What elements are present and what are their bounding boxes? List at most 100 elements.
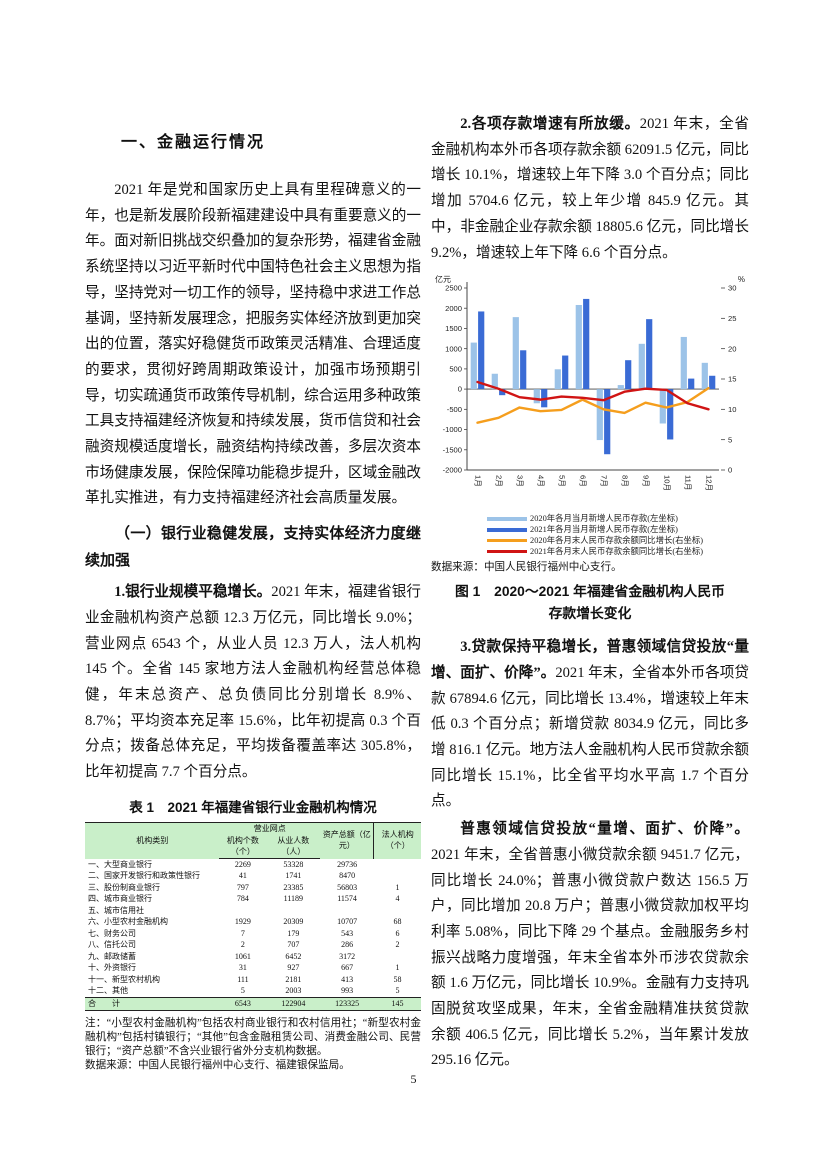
legend-item: 2021年各月当月新增人民币存款(左坐标) bbox=[487, 524, 749, 535]
svg-text:12月: 12月 bbox=[705, 475, 714, 491]
cell-value bbox=[266, 905, 320, 917]
cell-value: 1929 bbox=[234, 917, 251, 927]
figure-source: 数据来源：中国人民银行福州中心支行。 bbox=[431, 562, 622, 574]
paragraph-rest: 2021 年末，全省普惠小微贷款余额 9451.7 亿元，同比增长 24.0%；… bbox=[431, 846, 749, 1069]
cell-institution-type: 合 计 bbox=[85, 997, 220, 1011]
cell-value: 53328 bbox=[283, 859, 304, 869]
table-caption: 表 1 2021 年福建省银行业金融机构情况 bbox=[129, 799, 377, 815]
legend-swatch bbox=[487, 550, 527, 554]
table-row: 五、城市信用社 bbox=[85, 905, 421, 917]
cell-value: 20309 bbox=[283, 917, 304, 927]
svg-text:-1000: -1000 bbox=[443, 425, 462, 434]
legend-swatch bbox=[487, 516, 527, 521]
table-note: 注：“小型农村金融机构”包括农村商业银行和农村信用社；“新型农村金融机构”包括村… bbox=[85, 1017, 421, 1058]
legend-item: 2021年各月末人民币存款余额同比增长(右坐标) bbox=[487, 546, 749, 557]
svg-text:1500: 1500 bbox=[445, 324, 462, 333]
cell-value: 1 bbox=[395, 963, 400, 973]
cell-value: 41 bbox=[238, 871, 247, 881]
table-row: 三、股份制商业银行 797 23385 56803 1 bbox=[85, 882, 421, 894]
paragraph-rest: 2021 年末，全省金融机构本外币各项存款余额 62091.5 亿元，同比增长 … bbox=[431, 116, 749, 261]
paragraph-lead: 3.贷款保持平稳增长，普惠领域信贷投放“量增、面扩、价降”。 bbox=[431, 639, 749, 681]
svg-text:2月: 2月 bbox=[495, 475, 504, 487]
svg-text:15: 15 bbox=[728, 375, 736, 384]
legend-item: 2020年各月当月新增人民币存款(左坐标) bbox=[487, 513, 749, 524]
cell-value: 11574 bbox=[337, 894, 357, 904]
svg-text:6月: 6月 bbox=[579, 475, 588, 487]
subsection-title: （一）银行业稳健发展，支持实体经济力度继续加强 bbox=[85, 525, 421, 570]
header-outlet-count: 机构个数（个） bbox=[219, 835, 267, 860]
svg-text:11月: 11月 bbox=[684, 475, 693, 490]
table-row: 七、财务公司 7 179 543 6 bbox=[85, 928, 421, 940]
cell-institution-type: 十、外资银行 bbox=[88, 963, 136, 973]
cell-institution-type: 五、城市信用社 bbox=[88, 905, 144, 915]
table-source: 数据来源：中国人民银行福州中心支行、福建银保监局。 bbox=[85, 1060, 350, 1072]
cell-value: 6 bbox=[395, 928, 400, 938]
cell-value: 56803 bbox=[337, 882, 358, 892]
cell-value: 3172 bbox=[339, 951, 356, 961]
cell-institution-type: 十二、其他 bbox=[88, 986, 128, 996]
cell-value: 2269 bbox=[234, 859, 251, 869]
cell-value: 2181 bbox=[285, 974, 302, 984]
paragraph-overview: 2021 年是党和国家历史上具有里程碑意义的一年，也是新发展阶段新福建建设中具有… bbox=[85, 182, 421, 507]
svg-text:30: 30 bbox=[728, 284, 736, 293]
cell-value: 667 bbox=[341, 963, 354, 973]
svg-text:10: 10 bbox=[728, 405, 736, 414]
table-row: 八、信托公司 2 707 286 2 bbox=[85, 940, 421, 952]
cell-value: 179 bbox=[287, 928, 300, 938]
cell-institution-type: 八、信托公司 bbox=[88, 940, 136, 950]
header-institution-type: 机构类别 bbox=[85, 822, 220, 859]
cell-value: 4 bbox=[395, 894, 400, 904]
chart-canvas: 2500 2000 1500 1000 500 0 -500 -1000 -1500 -2000 3… bbox=[435, 274, 745, 491]
legend-label: 2021年各月当月新增人民币存款(左坐标) bbox=[530, 524, 678, 534]
legend-swatch bbox=[487, 527, 527, 532]
svg-text:亿元: 亿元 bbox=[435, 274, 451, 284]
cell-value: 707 bbox=[287, 940, 300, 950]
cell-value: 145 bbox=[373, 997, 421, 1011]
left-column: 一、金融运行情况 2021 年是党和国家历史上具有里程碑意义的一年，也是新发展阶… bbox=[85, 128, 421, 1074]
institutions-table: 机构类别 营业网点 资产总额（亿元） 法人机构（个） 机构个数（个） 从业人数（… bbox=[85, 821, 421, 1011]
cell-value: 2 bbox=[240, 940, 245, 950]
paragraph-deposits: 2.各项存款增速有所放缓。2021 年末，全省金融机构本外币各项存款余额 620… bbox=[431, 112, 749, 266]
cell-value bbox=[374, 951, 421, 963]
header-total-assets: 资产总额（亿元） bbox=[320, 822, 374, 859]
cell-value: 29736 bbox=[337, 859, 358, 869]
table-row: 六、小型农村金融机构 1929 20309 10707 68 bbox=[85, 917, 421, 929]
header-group-outlets: 营业网点 bbox=[219, 822, 321, 836]
cell-value: 797 bbox=[236, 882, 249, 892]
cell-value: 7 bbox=[240, 928, 245, 938]
table-row: 十一、新型农村机构 111 2181 413 58 bbox=[85, 974, 421, 986]
table-row: 十二、其他 5 2003 993 5 bbox=[85, 986, 421, 998]
cell-value: 784 bbox=[236, 894, 249, 904]
svg-text:0: 0 bbox=[458, 385, 462, 394]
cell-institution-type: 三、股份制商业银行 bbox=[88, 882, 160, 892]
cell-value: 8470 bbox=[339, 871, 356, 881]
svg-text:5月: 5月 bbox=[558, 475, 567, 487]
svg-text:2500: 2500 bbox=[445, 284, 462, 293]
paragraph-rest: 2021 年末，福建省银行业金融机构资产总额 12.3 万亿元，同比增长 9.0… bbox=[85, 584, 421, 781]
cell-value: 11189 bbox=[283, 894, 304, 904]
cell-value: 2 bbox=[395, 940, 400, 950]
legend-label: 2020年各月末人民币存款余额同比增长(右坐标) bbox=[530, 535, 704, 545]
cell-institution-type: 一、大型商业银行 bbox=[88, 859, 152, 869]
svg-text:3月: 3月 bbox=[516, 475, 525, 487]
cell-value bbox=[374, 871, 421, 883]
svg-text:0: 0 bbox=[728, 466, 732, 475]
svg-text:20: 20 bbox=[728, 344, 736, 353]
cell-value: 58 bbox=[393, 974, 402, 984]
cell-value: 1 bbox=[395, 882, 400, 892]
table-row: 九、邮政储蓄 1061 6452 3172 bbox=[85, 951, 421, 963]
chart-legend: 2020年各月当月新增人民币存款(左坐标) 2021年各月当月新增人民币存款(左坐… bbox=[487, 513, 749, 557]
table-row: 十、外资银行 31 927 667 1 bbox=[85, 963, 421, 975]
svg-text:500: 500 bbox=[449, 365, 462, 374]
svg-text:2000: 2000 bbox=[445, 304, 462, 313]
paragraph-rest: 2021 年末，全省本外币各项贷款 67894.6 亿元，同比增长 13.4%，… bbox=[431, 664, 749, 810]
table-row: 二、国家开发银行和政策性银行 41 1741 8470 bbox=[85, 871, 421, 883]
paragraph-banking-scale: 1.银行业规模平稳增长。2021 年末，福建省银行业金融机构资产总额 12.3 … bbox=[85, 580, 421, 786]
cell-value bbox=[320, 905, 374, 917]
right-column: 2.各项存款增速有所放缓。2021 年末，全省金融机构本外币各项存款余额 620… bbox=[431, 112, 749, 1076]
cell-value: 286 bbox=[341, 940, 354, 950]
svg-text:-1500: -1500 bbox=[443, 446, 462, 455]
cell-value: 31 bbox=[238, 963, 247, 973]
legend-label: 2020年各月当月新增人民币存款(左坐标) bbox=[530, 513, 678, 523]
cell-value: 993 bbox=[341, 986, 354, 996]
